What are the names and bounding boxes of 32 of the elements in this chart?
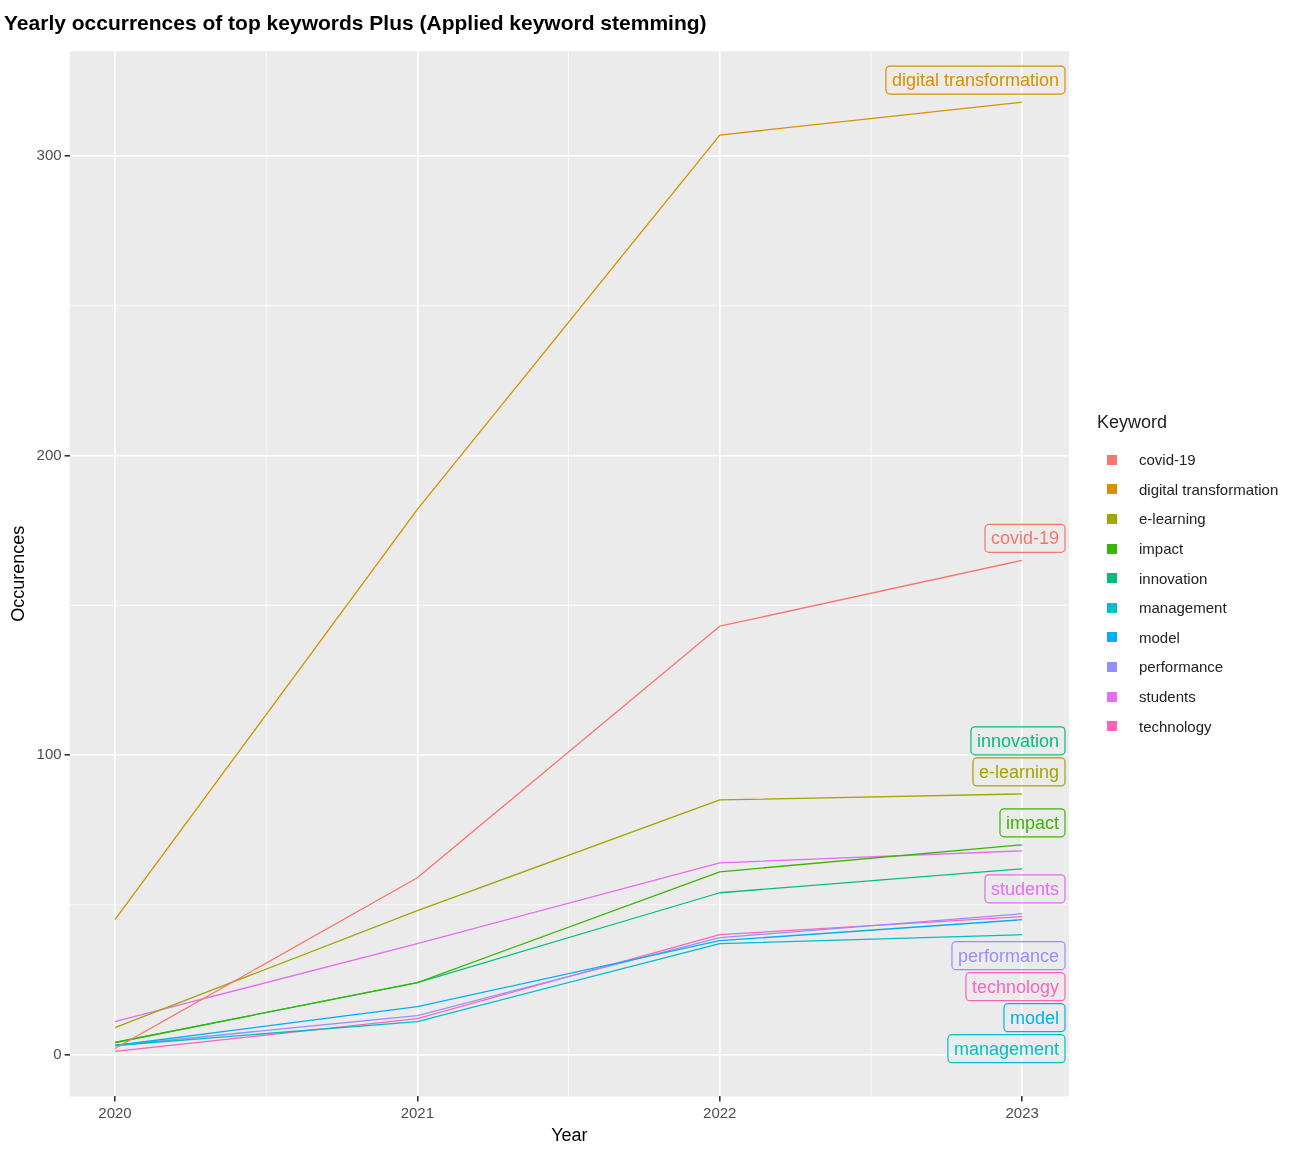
legend-label: digital transformation: [1139, 480, 1279, 498]
text: model: [1009, 1007, 1060, 1028]
legend-label: students: [1139, 688, 1196, 706]
legend-label: impact: [1139, 540, 1184, 558]
text: covid-19: [990, 528, 1060, 549]
y-tick-label: 200: [36, 445, 62, 463]
x-axis-title: Year: [551, 1125, 588, 1146]
y-tick-label: 300: [36, 146, 62, 164]
chart-title: Yearly occurrences of top keywords Plus (Applied keyword stemming): [4, 11, 707, 35]
legend-label: management: [1139, 599, 1227, 617]
x-tick-label: 2023: [1005, 1103, 1039, 1121]
legend-label: model: [1139, 628, 1180, 646]
x-tick-label: 2021: [400, 1103, 435, 1121]
legend-label: technology: [1139, 717, 1212, 735]
text: management: [953, 1038, 1060, 1059]
x-tick-label: 2022: [703, 1103, 737, 1121]
text: technology: [971, 976, 1060, 997]
text: innovation: [976, 730, 1060, 751]
legend-title: Keyword: [1097, 412, 1169, 433]
legend-label: covid-19: [1139, 451, 1196, 469]
text: impact: [1005, 812, 1059, 833]
y-axis-title: Occurences: [7, 525, 28, 622]
text: performance: [957, 945, 1060, 966]
text: e-learning: [978, 761, 1060, 782]
y-tick-label: 100: [36, 745, 62, 763]
legend-label: performance: [1139, 658, 1224, 676]
x-tick-label: 2020: [98, 1103, 132, 1121]
text: students: [990, 878, 1059, 899]
legend-label: e-learning: [1139, 510, 1206, 528]
legend-label: innovation: [1139, 569, 1208, 587]
y-tick-label: 0: [53, 1044, 62, 1062]
text: digital transformation: [891, 70, 1060, 91]
